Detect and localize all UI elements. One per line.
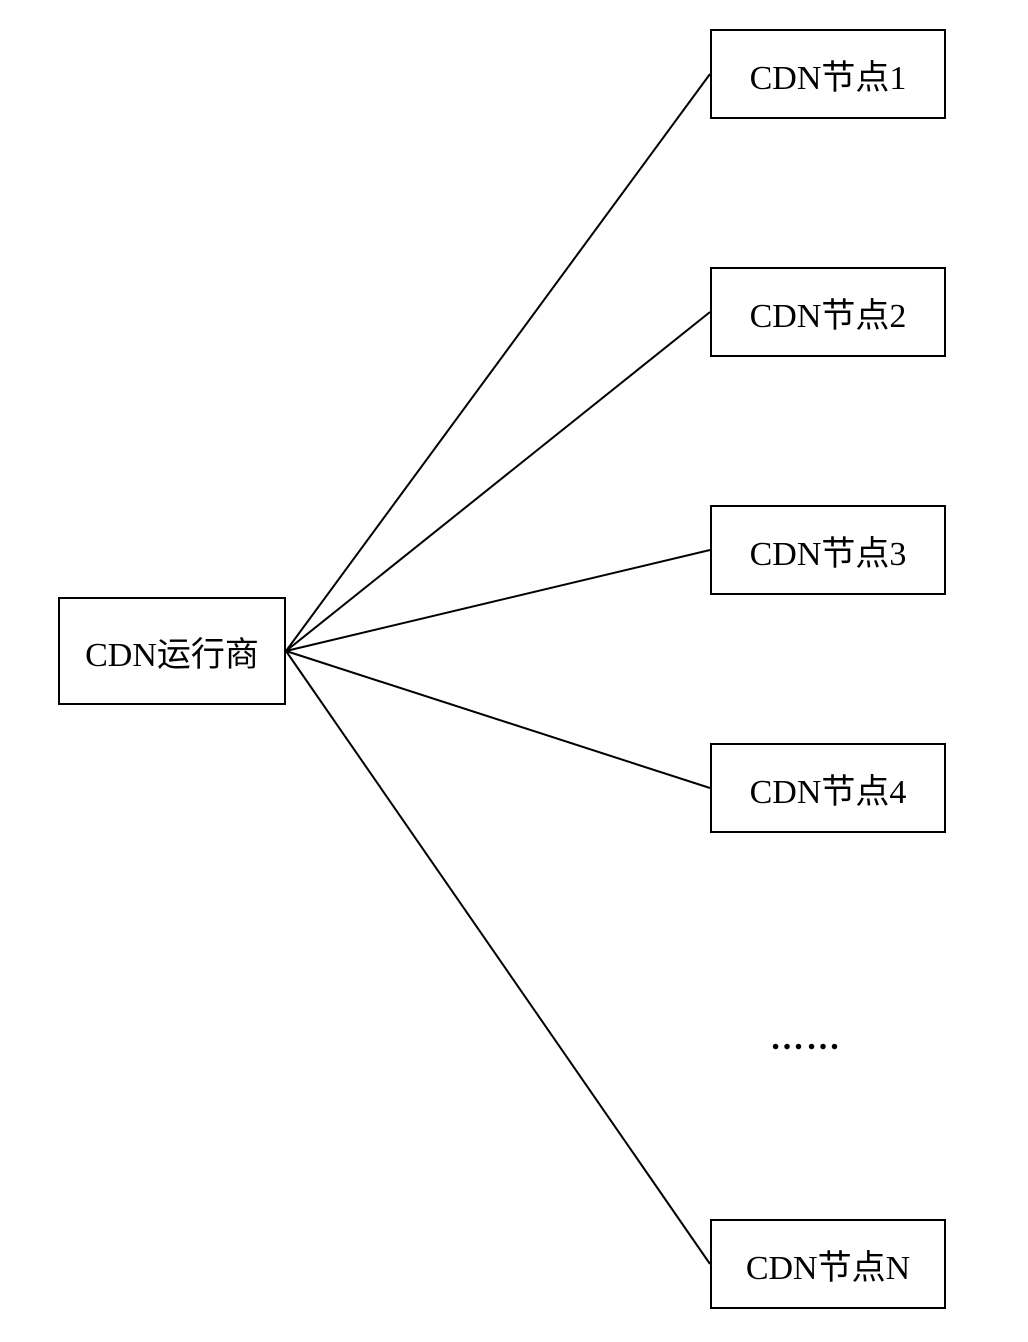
cdn-node-label: CDN节点1	[750, 50, 907, 99]
cdn-node-label: CDN节点2	[750, 288, 907, 337]
cdn-node-3: CDN节点3	[710, 505, 946, 595]
cdn-node-4: CDN节点4	[710, 743, 946, 833]
cdn-node-label: CDN节点N	[746, 1240, 910, 1289]
cdn-node-2: CDN节点2	[710, 267, 946, 357]
edge-line	[286, 651, 710, 1264]
cdn-node-1: CDN节点1	[710, 29, 946, 119]
root-node: CDN运行商	[58, 597, 286, 705]
cdn-node-label: CDN节点3	[750, 526, 907, 575]
edge-line	[286, 651, 710, 788]
edge-line	[286, 74, 710, 651]
ellipsis-indicator: ……	[770, 1020, 842, 1058]
cdn-node-n: CDN节点N	[710, 1219, 946, 1309]
edge-line	[286, 312, 710, 651]
edge-line	[286, 550, 710, 651]
cdn-node-label: CDN节点4	[750, 764, 907, 813]
root-node-label: CDN运行商	[85, 627, 259, 676]
cdn-network-diagram: CDN运行商 CDN节点1 CDN节点2 CDN节点3 CDN节点4 CDN节点…	[0, 0, 1028, 1342]
